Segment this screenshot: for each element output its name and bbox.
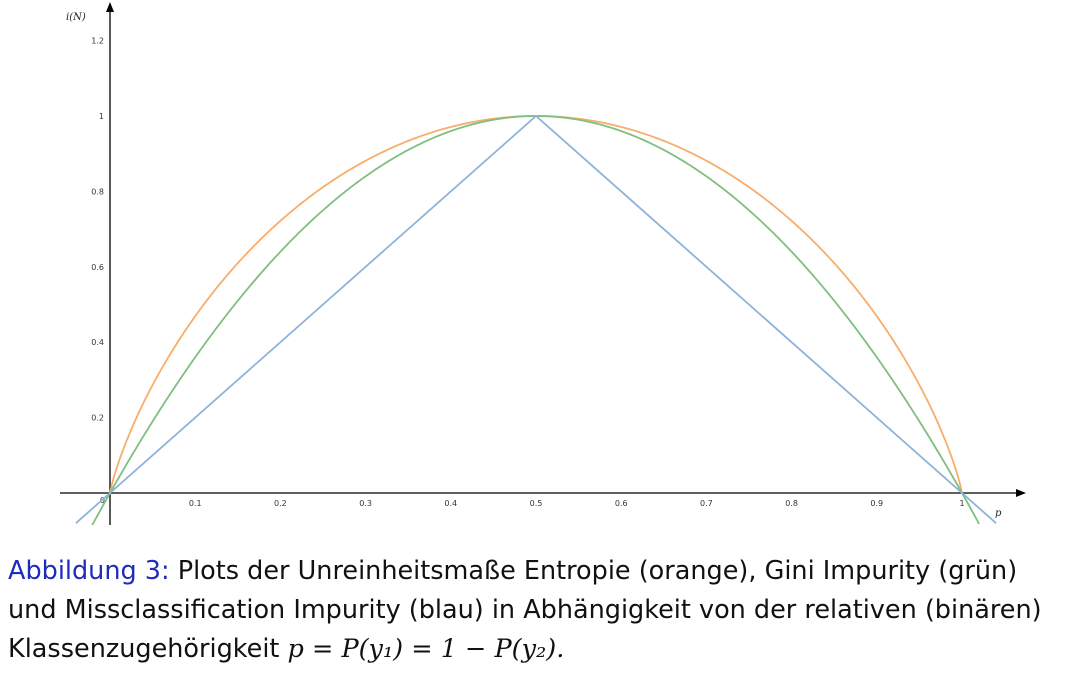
- series-line-misclassification: [75, 115, 997, 524]
- caption-text: Plots der Unreinheitsmaße Entropie (oran…: [8, 556, 1042, 664]
- x-tick-label-one: 1: [959, 499, 964, 508]
- x-tick-label: 0.9: [870, 499, 883, 508]
- impurity-chart: 0.1 0.2 0.3 0.4 0.5 0.6 0.7 0.8 0.9 0.2 0.4 0.6 0.8 1…: [60, 2, 1026, 525]
- y-tick-label: 0.6: [91, 263, 104, 272]
- axes: [60, 2, 1026, 525]
- x-tick-label: 0.3: [359, 499, 372, 508]
- x-axis-arrow: [1016, 489, 1026, 497]
- x-tick-label: 0.6: [615, 499, 628, 508]
- x-tick-label: 0.4: [444, 499, 457, 508]
- y-tick-label: 0.2: [91, 414, 104, 423]
- x-axis-label: p: [995, 508, 1002, 519]
- caption-label: Abbildung 3:: [8, 556, 170, 586]
- x-tick-label: 0.1: [189, 499, 202, 508]
- x-tick-label: 0.2: [274, 499, 287, 508]
- x-tick-label: 0.7: [700, 499, 713, 508]
- x-tick-label: 0.5: [530, 499, 543, 508]
- series-lines: [75, 115, 997, 525]
- x-tick-label: 0.8: [785, 499, 798, 508]
- y-tick-label: 0.8: [91, 187, 104, 196]
- y-tick-label: 1: [99, 112, 104, 121]
- caption-formula: p = P(y₁) = 1 − P(y₂).: [287, 634, 565, 664]
- series-line-gini: [91, 115, 980, 525]
- figure-caption: Abbildung 3: Plots der Unreinheitsmaße E…: [8, 552, 1058, 669]
- y-tick-label: 1.2: [91, 37, 104, 46]
- series-line-entropy: [109, 115, 963, 494]
- y-axis-label: i(N): [66, 12, 86, 23]
- tick-labels: 0.1 0.2 0.3 0.4 0.5 0.6 0.7 0.8 0.9 0.2 0.4 0.6 0.8 1…: [91, 37, 964, 508]
- y-axis-arrow: [106, 2, 114, 12]
- y-tick-label: 0.4: [91, 338, 104, 347]
